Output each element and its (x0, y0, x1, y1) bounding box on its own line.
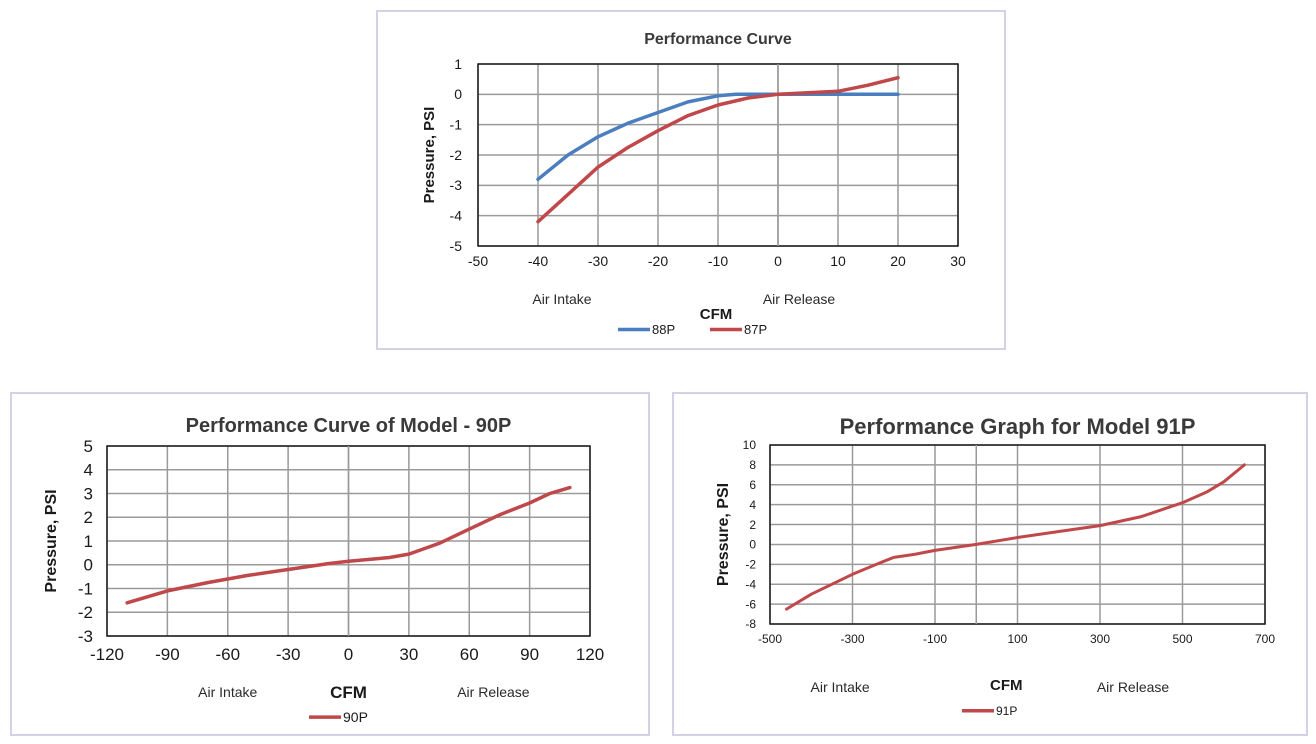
y-tick-label: 3 (84, 484, 93, 503)
chart-svg: Performance Curve-50 -40 -30 -20 -10 0 10 20 301… (421, 31, 966, 337)
legend-label-88p: 88P (652, 322, 675, 337)
y-tick-label: -2 (78, 603, 93, 622)
x-tick-label: 60 (460, 645, 479, 664)
y-tick-label: -4 (745, 577, 756, 591)
y-tick-label: 2 (749, 518, 756, 532)
x-tick-label: 30 (950, 253, 966, 269)
y-tick-label: -5 (450, 238, 463, 254)
x-tick-label: 300 (1090, 632, 1110, 646)
gridlines (769, 444, 1266, 625)
y-tick-label: 0 (84, 556, 93, 575)
y-tick-label: -1 (450, 117, 463, 133)
x-tick-label: -500 (758, 632, 782, 646)
x-tick-label: 100 (1007, 632, 1027, 646)
y-tick-label: 4 (749, 498, 756, 512)
y-tick-label: 4 (84, 461, 93, 480)
legend-label-90p: 90P (343, 709, 368, 725)
x-tick-label: -20 (648, 253, 668, 269)
x-axis-label: CFM (990, 677, 1023, 694)
x-tick-label: -300 (840, 632, 864, 646)
y-tick-label: 2 (84, 508, 93, 527)
plot-area-border (769, 444, 1266, 625)
chart-panel-model-90p: Performance Curve of Model - 90P -120 -90-… (10, 392, 650, 736)
x-sublabel-air-intake: Air Intake (811, 679, 870, 695)
y-tick-label: 6 (749, 478, 756, 492)
y-tick-label: 8 (749, 458, 756, 472)
y-tick-label: -1 (78, 579, 93, 598)
x-tick-label: 0 (344, 645, 353, 664)
chart-svg: Performance Graph for Model 91P -500 -300 -… (715, 414, 1275, 718)
y-tick-label: 0 (454, 86, 462, 102)
x-tick-label: -50 (468, 253, 488, 269)
chart-panel-performance-curve: Performance Curve -50 -40 -30 -20 -10 0 10 20 30 1… (376, 10, 1006, 350)
y-tick-label: -2 (450, 147, 463, 163)
legend-label-91p: 91P (996, 704, 1017, 718)
x-sublabel-air-intake: Air Intake (532, 291, 591, 307)
x-axis-label: CFM (700, 306, 733, 323)
y-tick-label: 0 (749, 538, 756, 552)
y-tick-label: -3 (78, 627, 93, 646)
x-tick-label: -120 (90, 645, 124, 664)
series-line-88p (536, 92, 900, 182)
gridlines (477, 63, 959, 247)
legend-label-87p: 87P (744, 322, 767, 337)
x-tick-label: -10 (708, 253, 728, 269)
x-tick-label: -100 (923, 632, 947, 646)
x-tick-label: -60 (215, 645, 240, 664)
x-tick-label: 500 (1172, 632, 1192, 646)
y-axis-label: Pressure, PSI (43, 489, 60, 592)
series-line-90p (125, 485, 572, 605)
x-tick-label: 30 (399, 645, 418, 664)
x-tick-label: 700 (1255, 632, 1275, 646)
chart-panel-model-91p: Performance Graph for Model 91P -500 -300 -… (672, 392, 1308, 736)
chart-title: Performance Curve (644, 31, 792, 48)
x-tick-label: 90 (520, 645, 539, 664)
x-tick-label: -30 (588, 253, 608, 269)
y-axis-label: Pressure, PSI (715, 483, 732, 586)
y-axis-label: Pressure, PSI (421, 107, 438, 204)
x-tick-label: 0 (774, 253, 782, 269)
x-tick-label: -40 (528, 253, 548, 269)
chart-title: Performance Curve of Model - 90P (186, 415, 512, 437)
x-tick-label: -30 (276, 645, 301, 664)
x-sublabel-air-release: Air Release (1097, 679, 1170, 695)
x-sublabel-air-release: Air Release (763, 291, 836, 307)
x-sublabel-air-intake: Air Intake (198, 684, 257, 700)
y-tick-label: 1 (454, 56, 462, 72)
chart-svg: Performance Curve of Model - 90P-120 -90-… (43, 415, 604, 725)
x-axis-label: CFM (330, 683, 367, 702)
x-tick-label: -90 (155, 645, 180, 664)
y-tick-label: -8 (745, 617, 756, 631)
x-tick-label: 10 (830, 253, 846, 269)
y-tick-label: -2 (745, 558, 756, 572)
y-tick-label: 1 (84, 532, 93, 551)
plot-area-border (477, 63, 959, 247)
y-tick-label: -3 (450, 177, 463, 193)
chart-title: Performance Graph for Model 91P (840, 414, 1196, 439)
x-tick-label: 20 (890, 253, 906, 269)
x-tick-label: 120 (576, 645, 604, 664)
x-sublabel-air-release: Air Release (457, 684, 530, 700)
y-tick-label: 5 (84, 437, 93, 456)
series-line-91p (785, 463, 1246, 611)
y-tick-label: 10 (743, 438, 757, 452)
y-tick-label: -4 (450, 208, 463, 224)
y-tick-label: -6 (745, 597, 756, 611)
